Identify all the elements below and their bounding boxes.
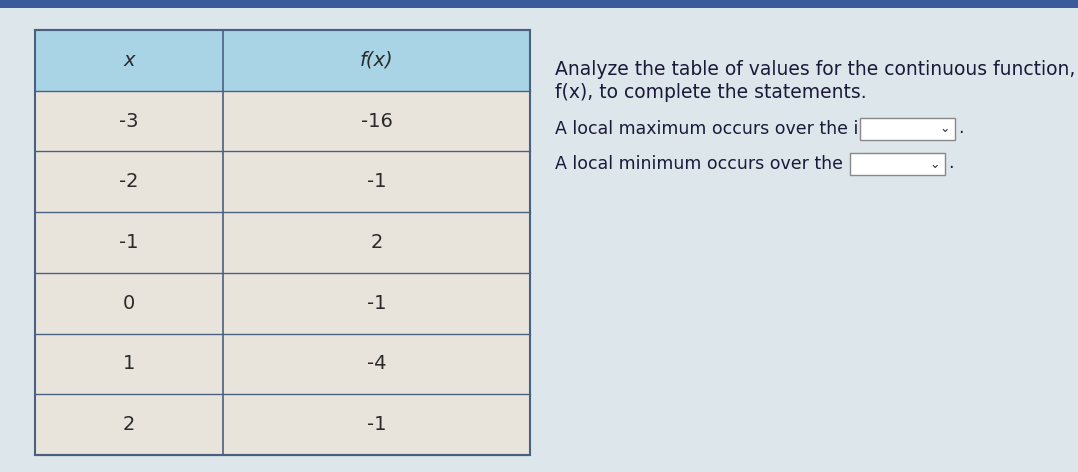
- Text: -2: -2: [120, 172, 139, 191]
- Text: -1: -1: [367, 415, 386, 434]
- Bar: [34, 30, 530, 91]
- Text: -1: -1: [120, 233, 139, 252]
- Text: x: x: [123, 51, 135, 70]
- Text: ⌄: ⌄: [929, 158, 940, 170]
- Text: A local maximum occurs over the interval: A local maximum occurs over the interval: [555, 120, 920, 138]
- Text: f(x): f(x): [360, 51, 393, 70]
- Text: -1: -1: [367, 294, 386, 313]
- Text: -1: -1: [367, 172, 386, 191]
- Bar: [34, 30, 530, 455]
- Bar: [0, 0, 1078, 8]
- Text: Analyze the table of values for the continuous function,: Analyze the table of values for the cont…: [555, 60, 1076, 79]
- Bar: [849, 153, 945, 175]
- Bar: [34, 30, 530, 455]
- Text: 1: 1: [123, 354, 135, 373]
- Text: A local minimum occurs over the interval: A local minimum occurs over the interval: [555, 155, 915, 173]
- Text: -16: -16: [361, 111, 392, 131]
- Text: -4: -4: [367, 354, 386, 373]
- Text: ⌄: ⌄: [940, 123, 950, 135]
- Text: .: .: [958, 119, 964, 137]
- Bar: [860, 118, 955, 140]
- Text: 0: 0: [123, 294, 135, 313]
- Text: f(x), to complete the statements.: f(x), to complete the statements.: [555, 83, 867, 102]
- Text: -3: -3: [120, 111, 139, 131]
- Text: 2: 2: [371, 233, 383, 252]
- Text: 2: 2: [123, 415, 135, 434]
- Text: .: .: [948, 154, 954, 172]
